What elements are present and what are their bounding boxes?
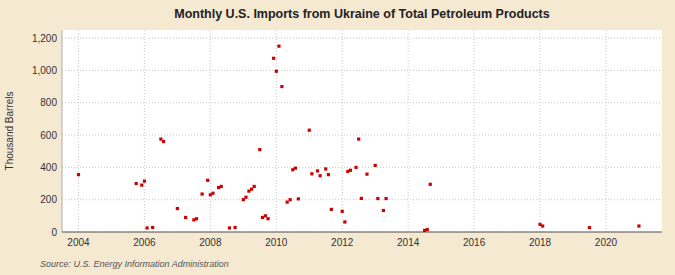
chart: 0 200 400 600 800 1,000 1,200 2004 2006 2008 2010 2… [0,0,675,275]
point [195,217,198,220]
y-tick-label: 200 [40,194,57,205]
grid-line [408,30,409,232]
point [308,129,311,132]
point [354,166,357,169]
y-tick-label: 0 [51,227,57,238]
x-tick-label: 2020 [595,237,618,248]
point [357,137,360,140]
point [151,226,154,229]
y-axis-label: Thousand Barrels [4,92,15,171]
point [541,224,544,227]
point [365,173,368,176]
point [184,216,187,219]
point [244,196,247,199]
point [233,226,236,229]
x-tick-label: 2010 [265,237,288,248]
x-tick-label: 2004 [67,237,90,248]
point [220,185,223,188]
point [201,192,204,195]
grid-line [62,70,662,71]
grid-line [62,102,662,103]
point [327,173,330,176]
point [253,185,256,188]
x-tick-label: 2012 [331,237,354,248]
point [289,198,292,201]
point [324,167,327,170]
point [330,208,333,211]
point [277,45,280,48]
point [319,174,322,177]
point [143,179,146,182]
point [637,224,640,227]
x-tick-label: 2008 [199,237,222,248]
grid-line [276,30,277,232]
y-tick-label: 1,000 [32,65,57,76]
point [349,169,352,172]
point [280,85,283,88]
point [258,148,261,151]
point [140,184,143,187]
points [77,45,641,232]
point [384,197,387,200]
grid-line [474,30,475,232]
grid-line [62,232,662,233]
x-tick-label: 2018 [529,237,552,248]
point [228,226,231,229]
point [162,140,165,143]
grid-line [540,30,541,232]
grid-line [62,167,662,168]
point [145,226,148,229]
x-axis-line [62,232,662,233]
point [343,220,346,223]
y-tick-label: 800 [40,97,57,108]
point [429,183,432,186]
point [297,197,300,200]
point [266,217,269,220]
source: Source: U.S. Energy Information Administ… [40,259,229,269]
grid-line [605,30,606,232]
point [176,207,179,210]
point [316,169,319,172]
grid-line [210,30,211,232]
grid-line [78,30,79,232]
point [382,209,385,212]
point [77,173,80,176]
x-tick-label: 2006 [133,237,156,248]
grid-line [62,38,662,39]
y-tick-label: 400 [40,162,57,173]
y-tick-label: 600 [40,130,57,141]
point [341,210,344,213]
x-tick-label: 2014 [397,237,420,248]
point [286,201,289,204]
grid-line [144,30,145,232]
grid-line [62,135,662,136]
point [272,57,275,60]
grid-line [342,30,343,232]
point [206,179,209,182]
x-tick-label: 2016 [463,237,486,248]
point [250,188,253,191]
y-axis-line [62,30,63,232]
point [211,192,214,195]
title: Monthly U.S. Imports from Ukraine of Tot… [174,7,550,21]
point [275,70,278,73]
point [261,216,264,219]
background [0,0,675,275]
plot-area [62,30,662,232]
point [374,164,377,167]
point [310,172,313,175]
point [426,228,429,231]
point [588,226,591,229]
point [376,197,379,200]
point [294,167,297,170]
point [135,182,138,185]
y-tick-label: 1,200 [32,33,57,44]
point [360,197,363,200]
point [264,214,267,217]
